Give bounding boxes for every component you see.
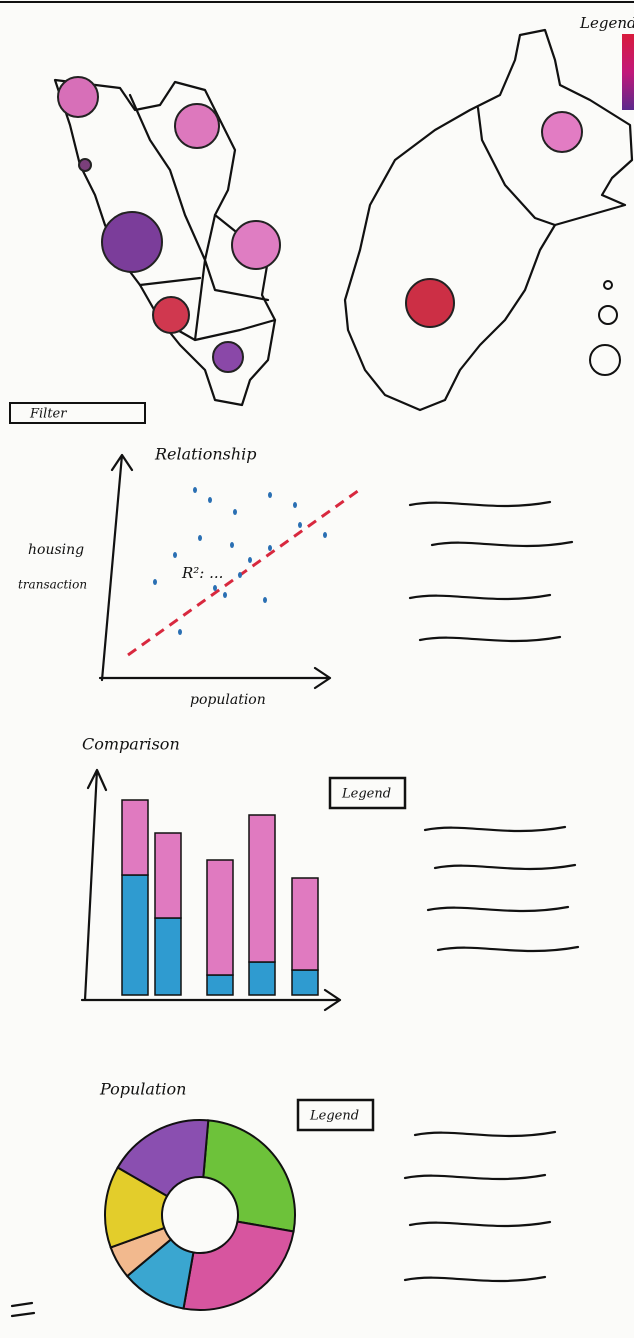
scatter-point [323,532,327,538]
legend-title: Legend [309,1109,359,1124]
bar-segment [291,877,319,971]
text-placeholder [413,1130,557,1138]
bar-segment [206,974,234,996]
donut-slice [116,1119,210,1198]
text-placeholder [408,500,552,508]
trend-line [127,486,363,657]
text-placeholder [403,1173,547,1181]
scatter-point [293,502,297,508]
map-bubble [57,76,99,118]
scatter-point [298,522,302,528]
map-bubble [541,111,583,153]
text-placeholder [436,945,580,953]
size-legend [598,305,618,325]
donut-slice [182,1220,295,1311]
scatter-point [198,535,202,541]
bar-segment [248,814,276,963]
text-placeholder [426,905,570,913]
map-bubble [231,220,281,270]
scatter-point [238,572,242,578]
y-label: transaction [18,578,87,592]
map-legend-title: Legend [579,14,634,32]
y-label: housing [28,542,84,558]
bar-segment [248,961,276,996]
map-bubble [174,103,220,149]
text-placeholder [408,593,552,601]
legend-title: Legend [341,787,391,802]
bar-segment [121,799,149,876]
scatter-point [173,552,177,558]
comparison-title: Comparison [82,735,180,754]
scatter-point [268,492,272,498]
filter-label[interactable]: Filter [29,407,67,422]
size-legend [603,280,613,290]
bar-segment [206,859,234,976]
axes [80,768,342,1012]
text-placeholder [433,863,577,871]
map-left-border [128,93,277,342]
bar-segment [291,969,319,996]
donut-slice [202,1119,296,1233]
scatter-point [178,629,182,635]
text-placeholder [403,1275,547,1283]
annotation: R²: ... [181,564,223,582]
population-title: Population [99,1080,186,1099]
legend-box [296,1098,375,1132]
map-bubble [152,296,190,334]
map-right [343,28,634,412]
scatter-point [230,542,234,548]
x-label: population [190,692,266,708]
scatter-point [208,497,212,503]
map-bubble [405,278,455,328]
color-legend [622,34,634,110]
axes [98,453,332,690]
filter-box[interactable] [9,402,146,424]
bar-segment [154,917,182,996]
size-legend [589,344,621,376]
text-placeholder [408,1220,552,1228]
map-bubble [101,211,163,273]
scatter-point [248,557,252,563]
map-right-border [476,106,557,227]
scatter-point [153,579,157,585]
text-placeholder [423,825,567,833]
footer-mark [10,1301,36,1318]
scatter-point [213,585,217,591]
map-bubble [212,341,244,373]
scatter-point [268,545,272,551]
scatter-point [233,509,237,515]
legend-box [328,776,407,810]
bar-segment [154,832,182,919]
text-placeholder [430,540,574,548]
text-placeholder [418,635,562,643]
map-bubble [78,158,92,172]
scatter-point [193,487,197,493]
bar-segment [121,874,149,996]
relationship-title: Relationship [154,445,257,464]
scatter-point [263,597,267,603]
scatter-point [223,592,227,598]
